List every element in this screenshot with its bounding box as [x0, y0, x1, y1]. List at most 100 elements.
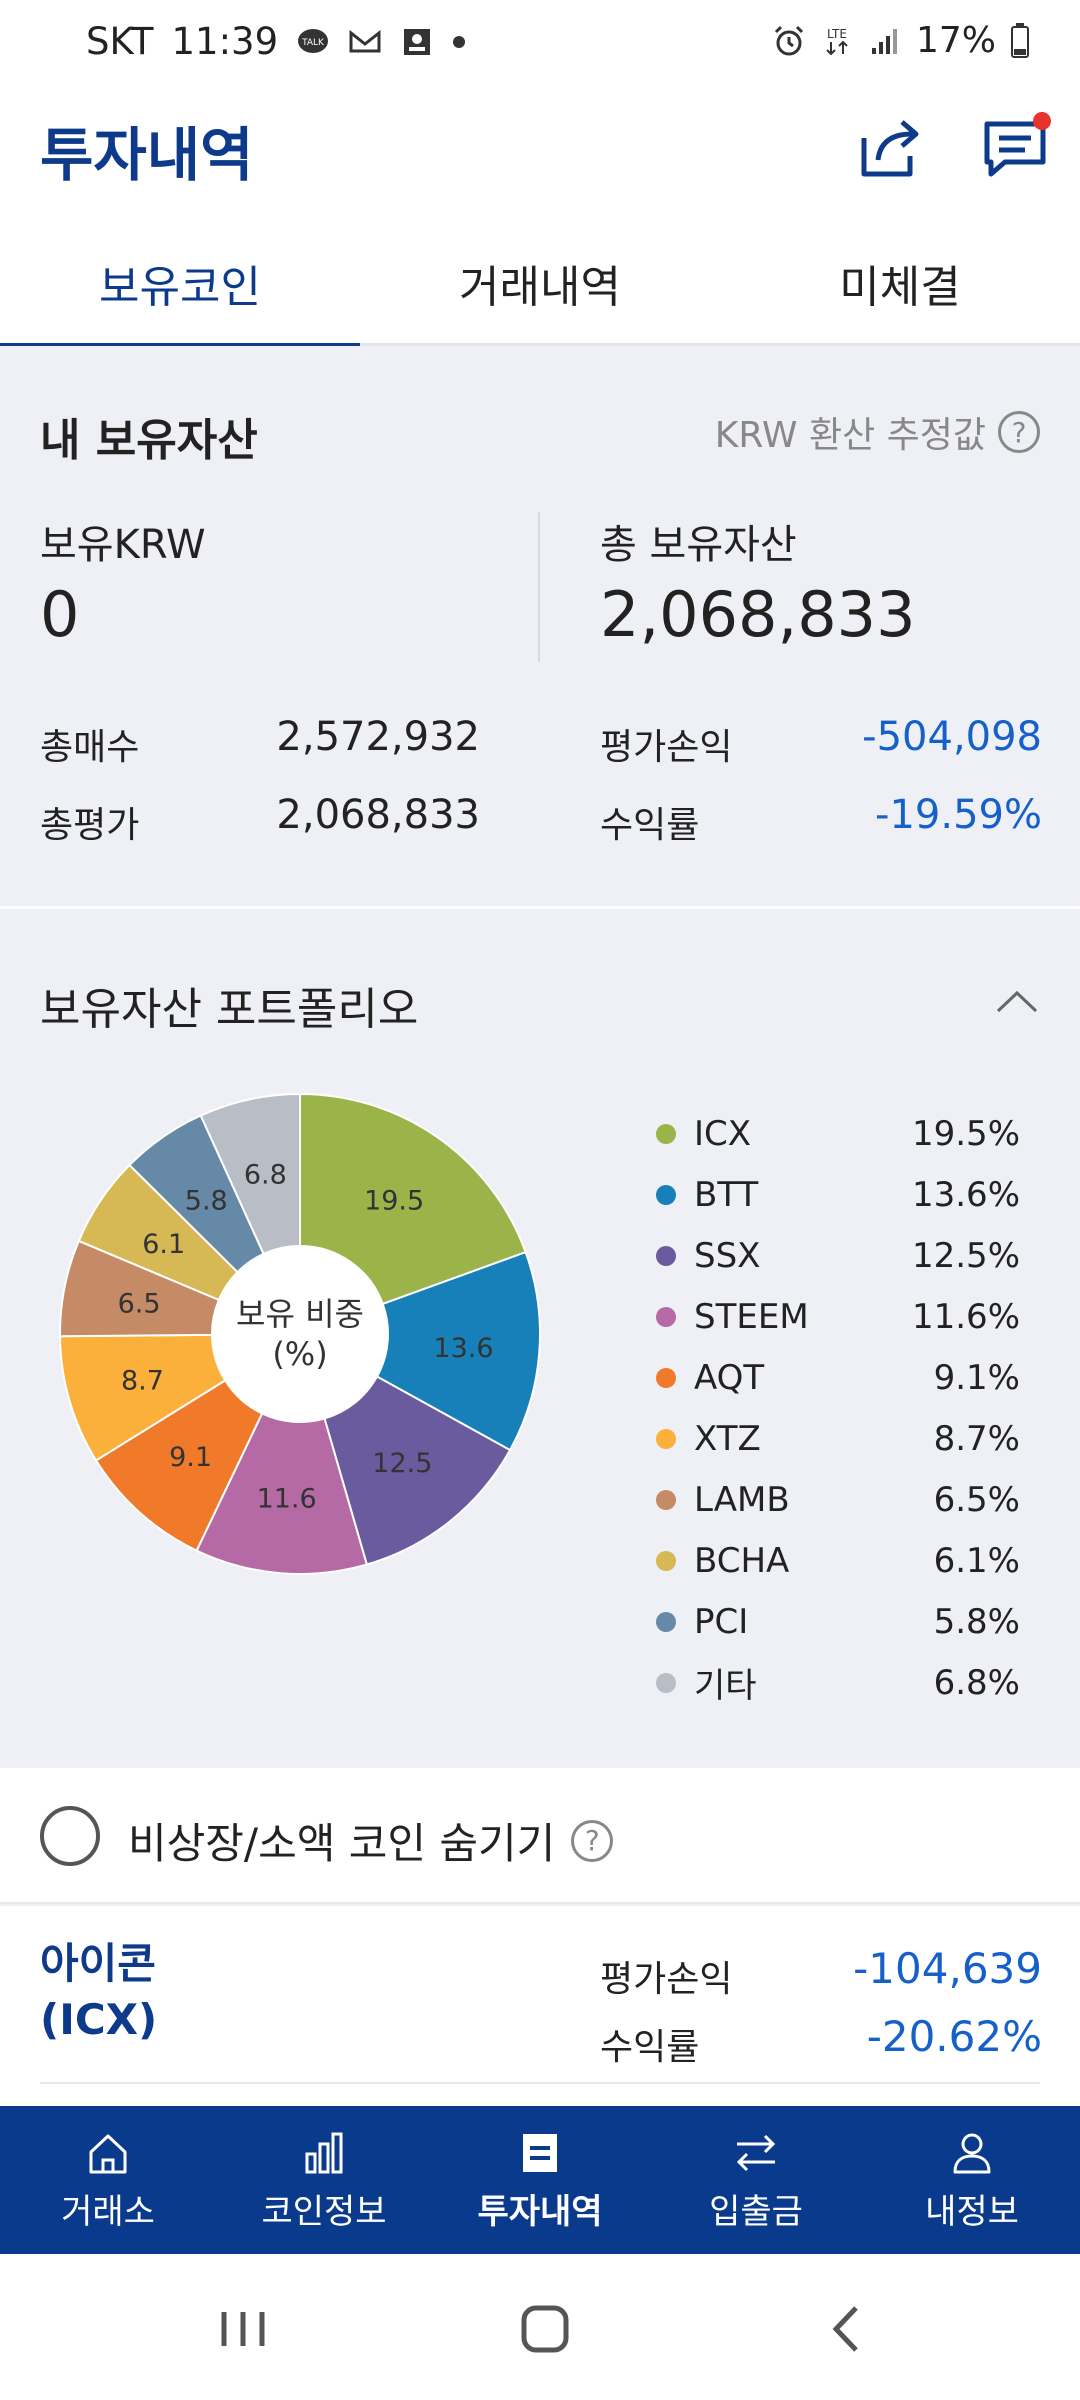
pie-slice-label: 6.8 [244, 1160, 287, 1191]
chevron-up-icon[interactable] [994, 979, 1040, 1025]
alarm-icon [774, 25, 804, 55]
pie-slice-label: 19.5 [364, 1186, 424, 1217]
pie-slice-label: 11.6 [257, 1483, 317, 1514]
clock: 11:39 [171, 20, 279, 63]
legend-swatch [656, 1611, 676, 1632]
legend-label: BCHA [694, 1540, 790, 1581]
pie-slice-SSX [323, 1375, 512, 1566]
home-icon [89, 2134, 127, 2173]
legend-item: BTT 13.6% [656, 1164, 1036, 1225]
nav-investment-history[interactable]: 투자내역 [432, 2106, 648, 2254]
bottom-navigation: 거래소 코인정보 투자내역 입출금 내정보 [0, 2106, 1080, 2254]
total-assets-value: 2,068,833 [600, 578, 916, 651]
chat-button[interactable] [975, 108, 1055, 188]
nav-label: 내정보 [925, 2191, 1019, 2232]
legend-label: XTZ [694, 1418, 761, 1459]
legend-label: STEEM [694, 1296, 809, 1337]
tab-open-orders[interactable]: 미체결 [720, 220, 1080, 346]
system-navigation-bar [0, 2254, 1080, 2400]
portfolio-section: 보유자산 포트폴리오 19.5 13.6 12.5 11.6 9.1 8.7 6.5 6.1 5… [0, 906, 1080, 1766]
page-title: 투자내역 [40, 121, 254, 189]
legend-swatch [656, 1672, 676, 1693]
krw-value: 0 [40, 578, 80, 651]
tab-label: 거래내역 [459, 262, 621, 313]
app-header: 투자내역 [0, 90, 1080, 220]
legend-label: ICX [694, 1113, 752, 1154]
legend-label: PCI [694, 1601, 749, 1642]
legend-swatch [656, 1489, 676, 1510]
divider [40, 2082, 1040, 2084]
total-buy-value: 2,572,932 [276, 714, 480, 760]
legend-item: LAMB 6.5% [656, 1469, 1036, 1530]
nav-label: 코인정보 [261, 2191, 387, 2232]
krw-note-text: KRW 환산 추정값 [714, 415, 986, 456]
return-rate-label: 수익률 [600, 805, 700, 846]
tab-holdings[interactable]: 보유코인 [0, 220, 360, 349]
tab-label: 미체결 [839, 262, 961, 313]
tab-label: 보유코인 [99, 262, 261, 313]
document-icon [523, 2133, 557, 2172]
chat-icon [984, 121, 1046, 177]
coin-card-icx[interactable]: 아이콘 (ICX) 평가손익 -104,639 수익률 -20.62% [0, 1906, 1080, 2106]
summary-title: 내 보유자산 [40, 415, 258, 466]
total-buy-label: 총매수 [40, 727, 140, 768]
legend-percent: 19.5% [911, 1113, 1020, 1154]
portfolio-title: 보유자산 포트폴리오 [40, 984, 419, 1035]
legend-item: 기타 6.8% [656, 1652, 1036, 1713]
legend-swatch [656, 1367, 676, 1388]
asset-summary: 내 보유자산 KRW 환산 추정값 ? 보유KRW 0 총 보유자산 2,068… [0, 346, 1080, 906]
legend-percent: 5.8% [933, 1601, 1020, 1642]
help-icon[interactable]: ? [571, 1819, 614, 1862]
total-eval-label: 총평가 [40, 805, 140, 846]
legend-item: PCI 5.8% [656, 1591, 1036, 1652]
nav-deposit-withdraw[interactable]: 입출금 [648, 2106, 864, 2254]
pie-slice-label: 6.5 [118, 1288, 161, 1319]
legend-swatch [656, 1184, 676, 1205]
pie-slice-label: 8.7 [121, 1366, 164, 1397]
pie-slice-label: 13.6 [433, 1333, 493, 1364]
nav-exchange[interactable]: 거래소 [0, 2106, 216, 2254]
pie-slice-label: 12.5 [372, 1448, 432, 1479]
legend-percent: 12.5% [911, 1235, 1020, 1276]
return-rate-value: -19.59% [875, 792, 1042, 838]
tab-bar: 보유코인 거래내역 미체결 [0, 220, 1080, 349]
nav-label: 투자내역 [477, 2191, 603, 2232]
legend-item: AQT 9.1% [656, 1347, 1036, 1408]
signal-icon [871, 28, 897, 54]
krw-estimate-note[interactable]: KRW 환산 추정값 ? [715, 406, 1040, 458]
tab-trade-history[interactable]: 거래내역 [360, 220, 720, 346]
legend-percent: 6.5% [933, 1479, 1020, 1520]
pie-slice-label: 6.1 [142, 1229, 185, 1260]
share-icon [861, 120, 919, 177]
hide-small-coins-row[interactable]: 비상장/소액 코인 숨기기 ? [0, 1768, 1080, 1904]
coin-pnl-value: -104,639 [853, 1944, 1042, 1993]
legend-item: SSX 12.5% [656, 1225, 1036, 1286]
back-icon[interactable] [812, 2294, 882, 2364]
nav-my-info[interactable]: 내정보 [864, 2106, 1080, 2254]
pie-slice-label: 5.8 [185, 1185, 228, 1216]
mail-icon [349, 29, 381, 52]
battery-icon [1011, 22, 1029, 58]
help-icon[interactable]: ? [998, 411, 1040, 453]
pnl-value: -504,098 [862, 714, 1042, 760]
svg-text:LTE: LTE [827, 27, 847, 41]
legend-percent: 11.6% [911, 1296, 1020, 1337]
home-button-icon[interactable] [510, 2294, 580, 2364]
recent-apps-icon[interactable] [208, 2294, 278, 2364]
legend-label: 기타 [694, 1666, 757, 1706]
legend-percent: 9.1% [933, 1357, 1020, 1398]
coin-rate-label: 수익률 [600, 2027, 700, 2068]
portfolio-donut-chart: 19.5 13.6 12.5 11.6 9.1 8.7 6.5 6.15.8 6.8 보유 비중… [59, 1092, 541, 1575]
pie-slice-label: 9.1 [169, 1442, 212, 1473]
battery-percent: 17% [915, 20, 996, 61]
hide-small-radio[interactable] [40, 1806, 100, 1866]
lte-icon: LTE [826, 27, 848, 55]
legend-percent: 6.8% [933, 1662, 1020, 1703]
legend-label: SSX [694, 1235, 761, 1276]
share-button[interactable] [850, 108, 930, 188]
legend-item: XTZ 8.7% [656, 1408, 1036, 1469]
svg-text:TALK: TALK [301, 38, 325, 48]
nav-coin-info[interactable]: 코인정보 [216, 2106, 432, 2254]
contact-card-icon [404, 28, 431, 55]
transfer-icon [736, 2134, 776, 2171]
